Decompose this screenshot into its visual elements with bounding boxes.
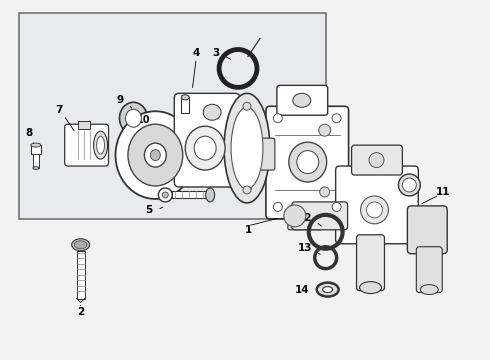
FancyBboxPatch shape (352, 145, 402, 175)
Ellipse shape (181, 95, 189, 100)
FancyBboxPatch shape (65, 124, 108, 166)
Ellipse shape (284, 205, 306, 227)
FancyBboxPatch shape (339, 167, 367, 198)
Bar (19, 13, 326, 219)
Ellipse shape (289, 142, 327, 182)
FancyBboxPatch shape (266, 106, 348, 219)
Ellipse shape (150, 150, 160, 161)
Ellipse shape (332, 114, 341, 123)
Ellipse shape (398, 174, 420, 196)
Bar (33, 154, 39, 168)
Ellipse shape (206, 188, 215, 202)
Ellipse shape (203, 104, 221, 120)
Ellipse shape (402, 178, 416, 192)
Ellipse shape (361, 196, 389, 224)
Ellipse shape (128, 124, 183, 186)
Ellipse shape (297, 150, 318, 174)
Ellipse shape (162, 192, 168, 198)
FancyBboxPatch shape (174, 93, 240, 187)
Ellipse shape (243, 186, 251, 194)
Bar (77, 121, 90, 129)
Text: 13: 13 (297, 243, 312, 253)
Ellipse shape (125, 109, 142, 127)
Bar (172, 192, 210, 198)
Ellipse shape (273, 114, 282, 123)
Ellipse shape (194, 136, 216, 160)
FancyBboxPatch shape (407, 206, 447, 254)
Ellipse shape (360, 282, 382, 293)
Ellipse shape (420, 285, 438, 294)
Ellipse shape (273, 202, 282, 211)
Text: 5: 5 (145, 205, 152, 215)
Text: 4: 4 (193, 49, 200, 58)
Ellipse shape (97, 136, 104, 154)
FancyBboxPatch shape (288, 210, 322, 230)
Ellipse shape (94, 131, 107, 159)
Text: 2: 2 (77, 307, 84, 318)
Text: 1: 1 (245, 225, 251, 235)
Ellipse shape (332, 202, 341, 211)
FancyBboxPatch shape (336, 166, 418, 244)
Ellipse shape (145, 143, 166, 167)
Text: 11: 11 (436, 187, 450, 197)
Ellipse shape (369, 153, 384, 167)
Ellipse shape (158, 188, 172, 202)
Ellipse shape (74, 241, 87, 249)
Ellipse shape (318, 124, 331, 136)
Ellipse shape (293, 93, 311, 107)
Ellipse shape (185, 126, 225, 170)
Text: 12: 12 (297, 213, 312, 223)
FancyBboxPatch shape (253, 138, 275, 170)
Bar (31, 145, 41, 154)
Text: 9: 9 (117, 95, 124, 105)
Bar (181, 97, 189, 113)
Text: 8: 8 (25, 128, 32, 138)
Ellipse shape (31, 143, 41, 147)
Bar (76, 251, 85, 298)
Ellipse shape (72, 239, 90, 251)
Ellipse shape (231, 107, 263, 189)
Text: 6: 6 (245, 183, 251, 193)
Ellipse shape (224, 93, 270, 203)
FancyBboxPatch shape (277, 85, 328, 115)
Ellipse shape (116, 111, 195, 199)
Ellipse shape (323, 287, 333, 293)
FancyBboxPatch shape (292, 202, 347, 230)
FancyBboxPatch shape (416, 247, 442, 293)
Ellipse shape (33, 167, 39, 170)
Ellipse shape (319, 187, 330, 197)
Text: 7: 7 (55, 105, 62, 115)
Text: 10: 10 (137, 115, 150, 125)
Ellipse shape (317, 283, 339, 297)
Ellipse shape (120, 102, 147, 134)
Ellipse shape (243, 102, 251, 110)
Ellipse shape (367, 202, 383, 218)
Text: 3: 3 (213, 49, 220, 58)
FancyBboxPatch shape (357, 235, 385, 291)
Text: 14: 14 (294, 284, 309, 294)
